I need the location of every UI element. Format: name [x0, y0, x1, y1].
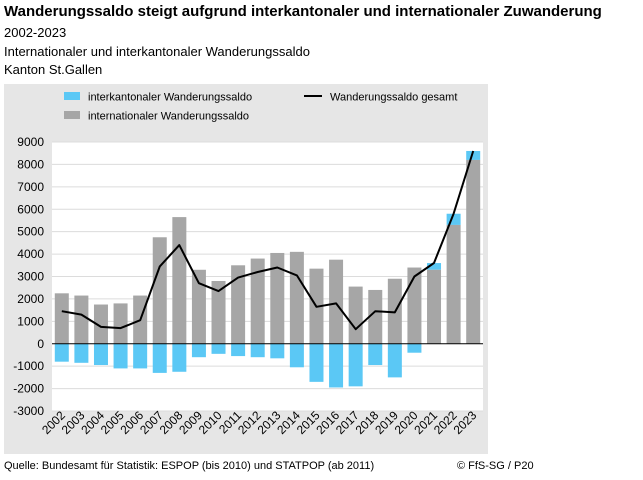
bar-interkantonal	[407, 343, 422, 353]
bar-international	[93, 304, 108, 344]
bar-interkantonal	[133, 343, 148, 369]
bar-international	[231, 265, 246, 344]
bar-interkantonal	[113, 343, 128, 369]
chart-region: Kanton St.Gallen	[4, 62, 103, 77]
bar-international	[191, 269, 206, 344]
legend-label-interkantonal: interkantonaler Wanderungssaldo	[88, 92, 252, 104]
bar-interkantonal	[172, 343, 187, 372]
bar-interkantonal	[152, 343, 167, 373]
y-tick-label: 2000	[17, 292, 44, 306]
bar-international	[407, 267, 422, 344]
bar-international	[446, 224, 461, 344]
bar-interkantonal	[54, 343, 69, 362]
bar-international	[427, 269, 442, 344]
bar-interkantonal	[191, 343, 206, 358]
source-note: Quelle: Bundesamt für Statistik: ESPOP (…	[4, 460, 375, 472]
y-tick-label: 3000	[17, 270, 44, 284]
chart-title: Wanderungssaldo steigt aufgrund interkan…	[4, 3, 602, 20]
bar-international	[211, 280, 226, 344]
interkantonal-bars	[54, 150, 481, 388]
y-tick-label: 1000	[17, 314, 44, 328]
credit-note: © FfS-SG / P20	[457, 460, 534, 472]
legend-swatch-interkantonal	[64, 92, 80, 100]
y-tick-label: 0	[37, 337, 44, 351]
y-tick-label: 8000	[17, 157, 44, 171]
bar-interkantonal	[387, 343, 402, 378]
y-tick-label: 6000	[17, 202, 44, 216]
line-gesamt	[61, 150, 475, 331]
bar-interkantonal	[231, 343, 246, 357]
bar-international	[348, 286, 363, 344]
bar-international	[368, 289, 383, 344]
legend: interkantonaler Wanderungssaldo internat…	[64, 92, 457, 123]
bar-interkantonal	[309, 343, 324, 382]
chart-period: 2002-2023	[4, 25, 67, 40]
bar-interkantonal	[289, 343, 304, 368]
y-axis-ticks: -3000 -2000 -1000 0 1000 2000 3000 4000 5000 6000…	[13, 135, 44, 418]
bar-interkantonal	[368, 343, 383, 366]
legend-label-gesamt: Wanderungssaldo gesamt	[330, 92, 457, 104]
bar-interkantonal	[74, 343, 89, 363]
bar-international	[113, 303, 128, 344]
bar-interkantonal	[446, 213, 461, 225]
bar-interkantonal	[270, 343, 285, 359]
bar-international	[54, 293, 69, 344]
bar-interkantonal	[329, 343, 344, 388]
bar-interkantonal	[250, 343, 265, 358]
bar-international	[466, 159, 481, 344]
bar-interkantonal	[211, 343, 226, 354]
bar-international	[152, 237, 167, 344]
bar-international	[172, 217, 187, 344]
y-tick-label: -3000	[13, 404, 44, 418]
international-bars	[54, 159, 481, 344]
bar-international	[270, 252, 285, 344]
gesamt-line-group	[52, 150, 483, 345]
y-tick-label: 7000	[17, 180, 44, 194]
bar-international	[74, 295, 89, 344]
legend-label-international: internationaler Wanderungssaldo	[88, 111, 249, 123]
bar-interkantonal	[348, 343, 363, 387]
y-tick-label: 9000	[17, 135, 44, 149]
y-tick-label: 4000	[17, 247, 44, 261]
bar-international	[250, 258, 265, 344]
chart-subtitle: Internationaler und interkantonaler Wand…	[4, 44, 310, 59]
bar-interkantonal	[93, 343, 108, 366]
legend-swatch-international	[64, 111, 80, 119]
y-tick-label: -2000	[13, 382, 44, 396]
y-tick-label: -1000	[13, 359, 44, 373]
y-tick-label: 5000	[17, 225, 44, 239]
bar-international	[329, 259, 344, 344]
bar-international	[289, 251, 304, 344]
bar-interkantonal	[466, 150, 481, 160]
bar-interkantonal	[427, 263, 442, 270]
